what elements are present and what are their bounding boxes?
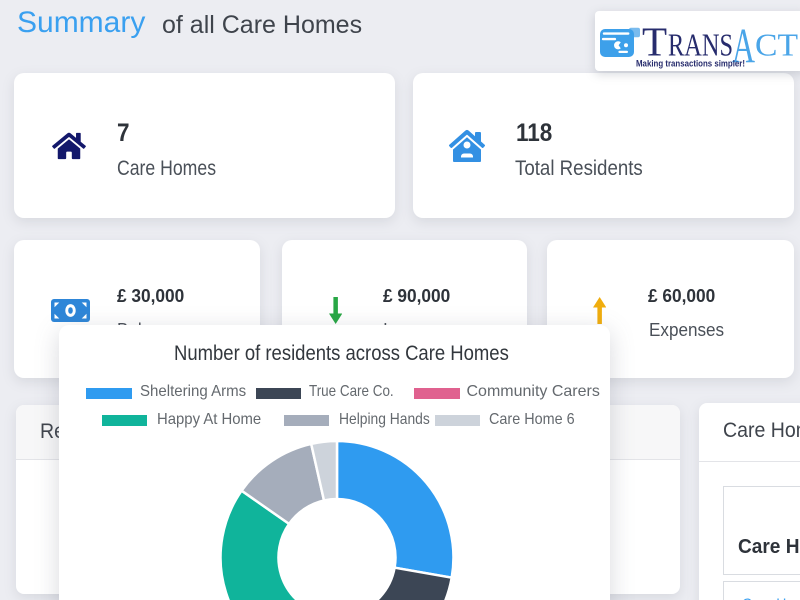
- svg-text:Making transactions simpler!: Making transactions simpler!: [636, 58, 745, 68]
- svg-text:A: A: [732, 17, 755, 71]
- svg-text:RANS: RANS: [668, 26, 733, 62]
- svg-text:T: T: [642, 18, 667, 64]
- svg-text:CT: CT: [755, 26, 798, 62]
